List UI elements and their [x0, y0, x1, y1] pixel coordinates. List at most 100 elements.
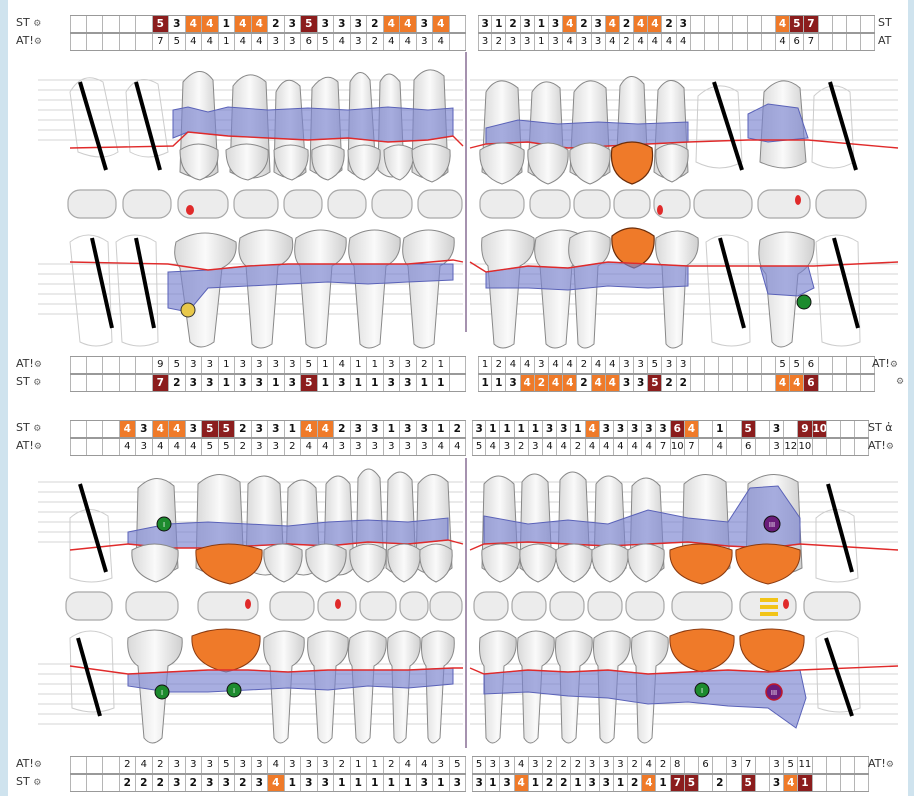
grid-cell[interactable]: 4 [600, 439, 614, 455]
grid-cell[interactable]: 3 [478, 34, 493, 50]
grid-cell[interactable]: 1 0 [798, 775, 813, 791]
grid-cell[interactable]: 2 [120, 775, 136, 791]
grid-cell[interactable]: 2 [169, 375, 186, 391]
grid-cell[interactable]: 3 [285, 16, 301, 32]
grid-cell[interactable]: 6 [804, 357, 819, 373]
grid-cell[interactable]: 2 [543, 775, 558, 791]
grid-cell[interactable] [70, 421, 87, 437]
grid-cell[interactable]: 2 [571, 757, 586, 773]
grid-cell[interactable]: 5 [318, 34, 334, 50]
grid-cell[interactable] [719, 34, 734, 50]
grid-cell[interactable] [855, 775, 870, 791]
grid-cell[interactable]: 3 [252, 375, 268, 391]
grid-cell[interactable] [450, 357, 466, 373]
grid-cell[interactable]: 4 [677, 34, 691, 50]
grid-cell[interactable]: 1 [351, 757, 367, 773]
grid-cell[interactable]: 3 [472, 421, 487, 437]
grid-cell[interactable] [756, 439, 770, 455]
grid-cell[interactable]: 4 [119, 421, 136, 437]
grid-cell[interactable]: 5 [784, 757, 799, 773]
grid-cell[interactable]: 4 [317, 421, 334, 437]
grid-cell[interactable]: 1 [433, 375, 450, 391]
grid-cell[interactable]: 2 [713, 775, 728, 791]
grid-cell[interactable]: 3 [600, 421, 614, 437]
grid-cell[interactable]: 7 [152, 375, 169, 391]
grid-cell[interactable]: 4 [334, 34, 351, 50]
grid-cell[interactable] [847, 34, 862, 50]
grid-cell[interactable]: 5 [450, 757, 466, 773]
gear-icon[interactable]: ⚙ [889, 360, 898, 370]
grid-cell[interactable]: 4 [152, 421, 169, 437]
grid-cell[interactable]: 2 [577, 375, 592, 391]
grid-cell[interactable]: 4 [548, 375, 564, 391]
grid-cell[interactable]: 1 [478, 375, 493, 391]
grid-cell[interactable] [103, 357, 120, 373]
grid-cell[interactable]: 1 [268, 375, 285, 391]
grid-cell[interactable]: 7 [153, 34, 169, 50]
grid-cell[interactable]: 2 [577, 16, 592, 32]
grid-cell[interactable]: 3 [318, 757, 334, 773]
grid-cell[interactable]: 2 [334, 421, 351, 437]
grid-cell[interactable]: 2 [577, 357, 592, 373]
grid-cell[interactable]: 8 [671, 757, 685, 773]
grid-cell[interactable]: 4 [563, 357, 578, 373]
grid-cell[interactable] [727, 775, 742, 791]
grid-cell[interactable]: 3 [136, 439, 153, 455]
grid-cell[interactable] [120, 16, 136, 32]
grid-cell[interactable]: 4 [433, 34, 450, 50]
grid-cell[interactable] [705, 34, 720, 50]
grid-cell[interactable]: 3 [285, 357, 301, 373]
grid-cell[interactable] [70, 775, 87, 791]
grid-cell[interactable] [833, 375, 847, 391]
grid-cell[interactable] [762, 375, 776, 391]
grid-cell[interactable] [691, 34, 705, 50]
grid-cell[interactable]: 6 [742, 439, 756, 455]
grid-cell[interactable]: 4 [563, 375, 578, 391]
grid-cell[interactable] [833, 34, 847, 50]
grid-cell[interactable]: 4 [268, 775, 285, 791]
grid-cell[interactable] [705, 375, 720, 391]
grid-cell[interactable]: 3 [202, 375, 219, 391]
grid-cell[interactable]: 3 [600, 757, 614, 773]
grid-cell[interactable]: 1 [515, 421, 529, 437]
grid-cell[interactable]: 11 [798, 757, 813, 773]
grid-cell[interactable] [450, 34, 466, 50]
grid-cell[interactable]: 4 [334, 357, 351, 373]
grid-cell[interactable]: 3 [384, 375, 400, 391]
grid-cell[interactable] [841, 775, 856, 791]
grid-cell[interactable] [727, 439, 742, 455]
grid-cell[interactable]: 2 [557, 775, 572, 791]
grid-cell[interactable]: 5 [301, 357, 318, 373]
grid-cell[interactable]: 3 [770, 439, 785, 455]
grid-cell[interactable]: 3 [384, 439, 400, 455]
grid-cell[interactable]: 4 [684, 421, 699, 437]
grid-cell[interactable] [70, 16, 87, 32]
grid-cell[interactable]: 3 [318, 16, 334, 32]
grid-cell[interactable]: 3 [677, 16, 691, 32]
grid-cell[interactable]: 4 [153, 439, 169, 455]
grid-cell[interactable]: 3 [169, 16, 186, 32]
gear-icon[interactable]: ⚙ [896, 377, 905, 387]
grid-cell[interactable]: 6 [670, 421, 685, 437]
grid-cell[interactable] [813, 439, 827, 455]
grid-cell[interactable]: 4 [784, 775, 799, 791]
grid-cell[interactable]: 3 [351, 421, 367, 437]
grid-cell[interactable]: 3 [486, 757, 501, 773]
grid-cell[interactable]: 4 [543, 439, 558, 455]
grid-cell[interactable]: 10 [798, 439, 813, 455]
grid-cell[interactable]: 4 [251, 16, 268, 32]
grid-cell[interactable]: 2 [153, 757, 169, 773]
grid-cell[interactable]: 5 [684, 775, 699, 791]
grid-cell[interactable]: 3 [351, 16, 367, 32]
grid-cell[interactable]: 5 [202, 421, 219, 437]
grid-cell[interactable] [827, 421, 841, 437]
grid-cell[interactable]: 2 [628, 775, 643, 791]
grid-cell[interactable]: 2 [620, 16, 635, 32]
grid-cell[interactable]: 7 [670, 775, 685, 791]
grid-cell[interactable]: 4 [592, 357, 606, 373]
grid-cell[interactable] [103, 34, 120, 50]
grid-cell[interactable]: 3 [301, 757, 318, 773]
grid-cell[interactable]: 3 [252, 357, 268, 373]
grid-cell[interactable]: 3 [592, 16, 606, 32]
grid-cell[interactable]: 5 [472, 439, 487, 455]
